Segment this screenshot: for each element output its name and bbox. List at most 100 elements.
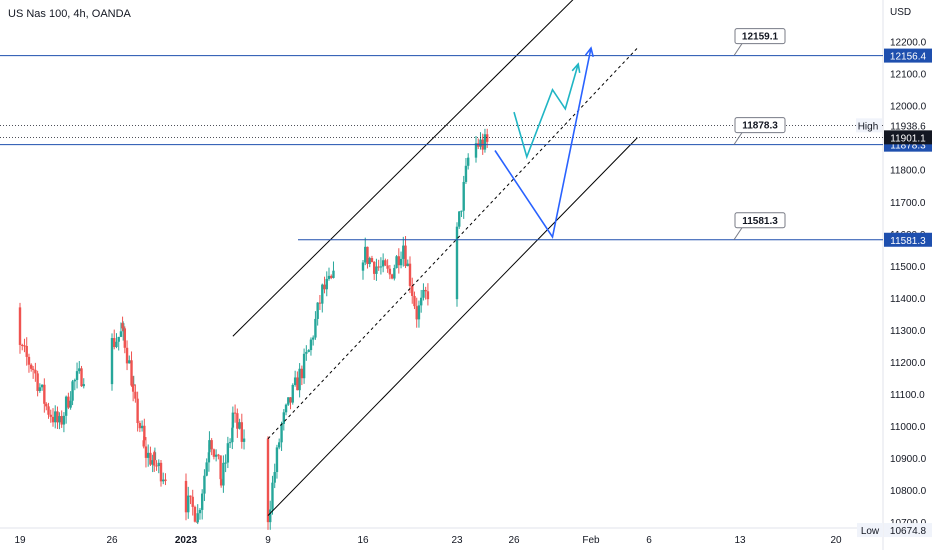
candle-body — [302, 353, 306, 379]
candle-body — [384, 260, 387, 266]
candle-body — [43, 384, 46, 404]
high-value: 11938.6 — [890, 121, 926, 132]
candle-body — [364, 246, 367, 263]
candle-body — [214, 454, 218, 457]
candle-body — [142, 440, 145, 447]
candle-body — [280, 423, 283, 443]
candle-body — [455, 226, 459, 300]
candle-body — [198, 509, 202, 514]
candle-body — [222, 462, 225, 486]
candle-body — [386, 265, 389, 269]
candle-body — [277, 442, 281, 448]
candle-body — [212, 449, 216, 457]
x-tick-label: 2023 — [175, 535, 198, 546]
candle-body — [131, 384, 135, 392]
candle-body — [164, 479, 167, 481]
candle-body — [390, 274, 394, 279]
candle-body — [226, 443, 230, 463]
x-tick-label: 26 — [106, 535, 118, 546]
candle-body — [231, 427, 234, 443]
candle-body — [159, 462, 163, 482]
candle-body — [123, 328, 127, 348]
candle-body — [323, 284, 326, 290]
candle-body — [296, 377, 299, 391]
candle-body — [291, 384, 294, 403]
candle-body — [399, 258, 403, 266]
y-tick-label: 12100.0 — [890, 70, 927, 81]
y-tick-label: 11700.0 — [890, 198, 926, 209]
candle-body — [134, 391, 137, 399]
candle-body — [318, 302, 322, 304]
candle-body — [375, 266, 378, 274]
candle-body — [275, 447, 279, 473]
candle-body — [316, 302, 319, 319]
candle-body — [115, 341, 118, 348]
x-tick-label: 19 — [14, 535, 26, 546]
callout-box — [734, 117, 786, 134]
candle-body — [284, 404, 288, 413]
y-tick-label: 12200.0 — [890, 38, 927, 49]
candle-body — [130, 360, 133, 386]
candle-body — [314, 318, 317, 338]
candle-body — [45, 403, 48, 407]
candle-body — [144, 446, 148, 458]
channel-lower-line — [267, 137, 638, 516]
y-tick-label: 11300.0 — [890, 326, 926, 337]
candle-body — [184, 480, 188, 513]
x-tick-label: 9 — [265, 535, 271, 546]
candle-body — [242, 438, 246, 442]
x-tick-label: 13 — [734, 535, 746, 546]
candle-body — [307, 350, 310, 352]
candle-body — [395, 256, 398, 268]
candle-body — [146, 452, 150, 458]
candle-body — [51, 416, 55, 423]
current-price-label: 11901.1 — [890, 133, 926, 144]
candle-body — [69, 400, 72, 408]
candle-body — [18, 307, 22, 345]
candle-body — [78, 368, 81, 372]
low-label: Low — [861, 526, 880, 537]
candle-body — [238, 422, 241, 429]
candle-body — [29, 364, 33, 369]
candle-body — [269, 509, 272, 523]
candle-body — [368, 258, 371, 265]
candle-body — [157, 462, 160, 466]
candle-body — [413, 295, 416, 307]
price-axis-badge — [884, 232, 932, 247]
candle-body — [23, 345, 26, 347]
channel-middle-line — [267, 47, 638, 440]
candle-body — [273, 472, 276, 483]
low-label-bg — [857, 523, 883, 538]
channel-upper-line — [232, 0, 574, 337]
candle-body — [62, 415, 66, 425]
candle-body — [366, 246, 369, 265]
candle-body — [140, 425, 144, 429]
y-tick-label: 12000.0 — [890, 102, 927, 113]
candle-body — [406, 263, 409, 267]
candle-body — [424, 289, 427, 292]
candle-body — [404, 245, 407, 267]
high-label-bg — [856, 118, 882, 133]
candle-body — [422, 289, 425, 298]
candle-body — [54, 411, 57, 423]
candle-body — [210, 440, 213, 450]
candle-body — [207, 452, 211, 463]
candle-body — [332, 270, 335, 278]
price-axis-badge-label: 11878.3 — [890, 141, 926, 152]
candle-body — [47, 406, 50, 415]
candle-body — [64, 396, 68, 416]
candle-body — [149, 452, 152, 465]
candle-body — [34, 369, 37, 374]
candle-body — [193, 506, 197, 522]
candle-body — [217, 454, 220, 456]
candle-body — [136, 398, 139, 424]
candle-body — [419, 297, 423, 306]
candle-body — [388, 268, 392, 275]
candle-body — [138, 423, 142, 429]
callout-box — [734, 28, 786, 45]
candle-body — [38, 387, 42, 391]
candle-body — [321, 284, 324, 304]
candle-body — [224, 462, 227, 464]
candle-body — [40, 384, 44, 388]
